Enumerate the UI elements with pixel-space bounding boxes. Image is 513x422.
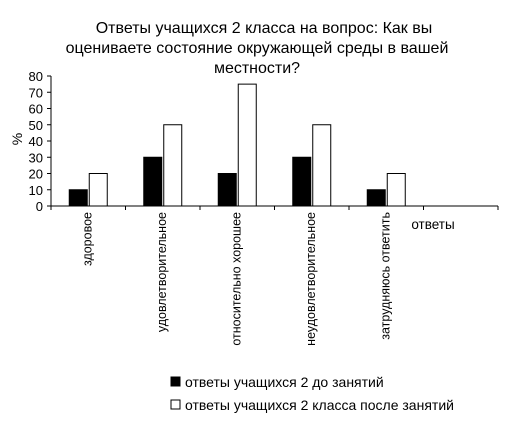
legend-swatch-after (170, 399, 181, 410)
bar-after (88, 173, 108, 207)
legend: ответы учащихся 2 до занятий ответы учащ… (170, 374, 454, 413)
bar-before (143, 156, 163, 207)
bar-before (366, 189, 386, 207)
y-tick-label: 40 (29, 134, 43, 149)
y-tick-label: 10 (29, 183, 43, 198)
y-tick-label: 70 (29, 85, 43, 100)
bar-before (292, 156, 312, 207)
y-tick-label: 50 (29, 118, 43, 133)
chart-title-line-2: оцениваете состояние окружающей среды в … (66, 40, 449, 57)
bar-after (237, 83, 257, 207)
legend-swatch-before (170, 376, 181, 387)
chart-title: Ответы учащихся 2 класса на вопрос: Как … (66, 20, 449, 77)
bar-after (163, 124, 183, 207)
bar-before (217, 173, 237, 207)
bar-before (68, 189, 88, 207)
category-label: неудовлетворительное (304, 212, 318, 346)
y-tick-label: 20 (29, 167, 43, 182)
y-tick-label: 60 (29, 102, 43, 117)
category-label: удовлетворительное (155, 212, 169, 332)
category-label: затрудняюсь ответить (378, 212, 392, 340)
category-label: относительно хорошее (229, 212, 243, 346)
y-tick-label: 30 (29, 150, 43, 165)
legend-label-after: ответы учащихся 2 класса после занятий (185, 397, 454, 413)
bar-after (386, 173, 406, 207)
category-label: здоровое (80, 212, 94, 266)
bar-after (312, 124, 332, 207)
y-axis-label: % (9, 133, 25, 145)
y-tick-label: 80 (29, 69, 43, 84)
chart-title-line-3: местности? (214, 60, 300, 77)
chart-title-line-1: Ответы учащихся 2 класса на вопрос: Как … (96, 20, 433, 37)
y-tick-label: 0 (36, 199, 43, 214)
x-axis-label: ответы (411, 217, 454, 232)
legend-label-before: ответы учащихся 2 до занятий (185, 374, 384, 390)
